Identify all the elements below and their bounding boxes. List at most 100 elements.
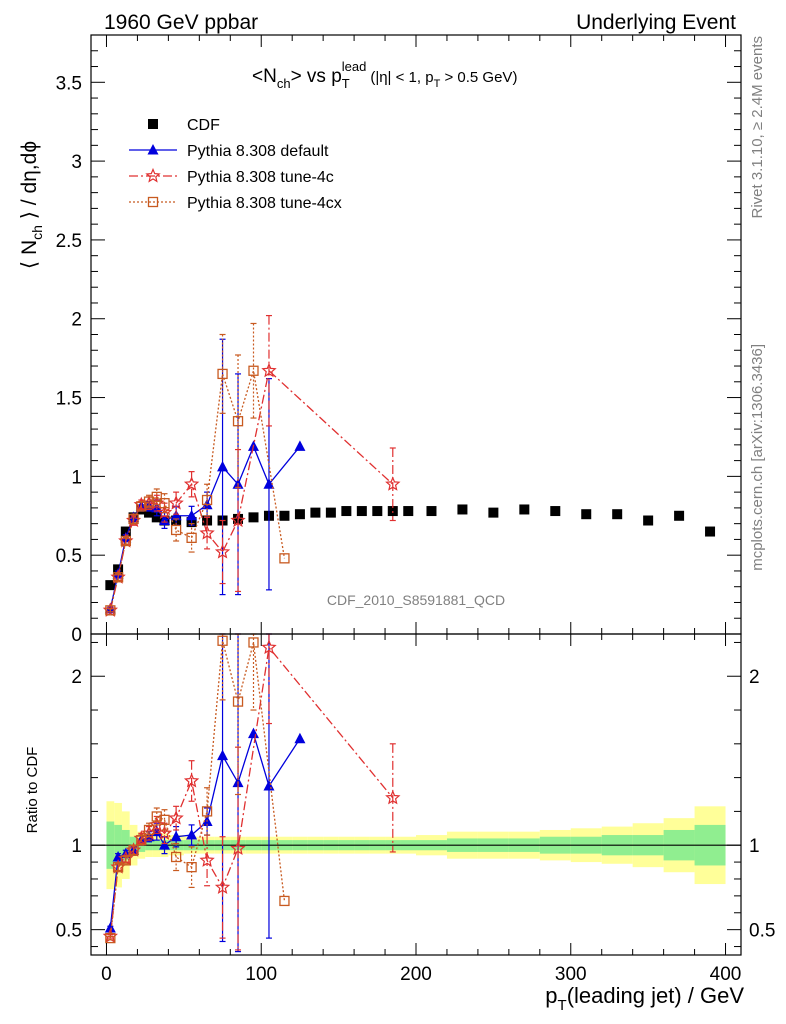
header-left: 1960 GeV ppbar xyxy=(104,11,258,34)
ratio-y-tick-label: 1 xyxy=(71,836,82,857)
mc-line-tune4c xyxy=(109,369,394,611)
ratio-point-default xyxy=(104,921,116,933)
ratio-point-tune4c xyxy=(214,879,231,895)
legend-marker-tune4c xyxy=(145,167,161,183)
mc-point-tune4cx xyxy=(232,416,244,427)
ratio-y-tick-label: 2 xyxy=(71,667,82,688)
cdf-point xyxy=(325,507,336,518)
cdf-point xyxy=(105,580,116,591)
legend-label: Pythia 8.308 default xyxy=(187,143,329,160)
y-tick-label: 3.5 xyxy=(56,73,82,94)
ratio-point-default xyxy=(263,780,275,791)
y-tick-label: 0.5 xyxy=(56,546,82,567)
mc-point-tune4cx xyxy=(186,532,197,543)
mc-point-default xyxy=(217,460,229,472)
y-tick-label: 1 xyxy=(71,467,82,488)
ratio-plot-panel: 0 100 200 300 400 0.5 0.5 1 1 2 2 xyxy=(56,633,775,985)
analysis-watermark: CDF_2010_S8591881_QCD xyxy=(327,592,505,608)
ratio-point-default xyxy=(159,839,171,850)
x-tick-label: 300 xyxy=(555,964,587,985)
x-tick-label: 0 xyxy=(101,964,112,985)
ratio-point-default xyxy=(294,732,306,744)
ratio-point-tune4c xyxy=(183,772,200,788)
ratio-point-tune4cx xyxy=(186,861,197,873)
ratio-point-tune4cx xyxy=(217,635,228,646)
cdf-point xyxy=(457,504,468,515)
cdf-point xyxy=(341,506,352,517)
mc-point-tune4cx xyxy=(120,535,131,547)
cdf-point xyxy=(144,507,155,518)
ratio-point-tune4c xyxy=(230,840,246,856)
ratio-point-tune4c xyxy=(168,810,184,825)
ratio-point-default xyxy=(217,749,229,761)
ratio-y-tick-label-right: 1 xyxy=(749,836,760,857)
ratio-line-default xyxy=(109,731,301,929)
rivet-label: Rivet 3.1.10, ≥ 2.4M events xyxy=(749,36,766,219)
cdf-point xyxy=(550,506,561,517)
main-plot-axes: 0 0.5 1 1.5 2 2.5 3 3.5 xyxy=(56,34,741,646)
ratio-y-axis-label: Ratio to CDF xyxy=(24,747,41,834)
cdf-point xyxy=(294,509,305,520)
ratio-point-tune4cx xyxy=(159,814,170,825)
mc-point-tune4c xyxy=(156,504,173,520)
mc-point-tune4cx xyxy=(159,498,170,509)
x-axis-label: pT(leading jet) / GeV xyxy=(545,983,744,1014)
header-right: Underlying Event xyxy=(576,11,736,34)
ratio-point-default xyxy=(186,829,198,840)
cdf-point xyxy=(426,506,437,517)
ratio-y-tick-label-right: 0.5 xyxy=(749,921,775,942)
ratio-point-tune4cx xyxy=(279,895,290,907)
ratio-point-tune4cx xyxy=(248,637,259,648)
plot-title: <Nch> vs pTlead(|η| < 1, pT > 0.5 GeV) xyxy=(252,59,517,91)
mc-point-default xyxy=(263,478,275,489)
y-tick-label: 1.5 xyxy=(56,389,82,410)
cdf-point xyxy=(674,510,685,521)
ratio-point-tune4c xyxy=(156,825,173,840)
mc-line-tune4cx xyxy=(109,370,286,611)
ratio-point-default xyxy=(170,830,182,842)
mcplots-label: mcplots.cern.ch [arXiv:1306.3436] xyxy=(749,344,766,571)
cdf-point xyxy=(279,510,290,521)
mc-point-tune4cx xyxy=(248,365,259,376)
cdf-point xyxy=(643,515,654,526)
legend-marker-cdf xyxy=(148,119,158,129)
cdf-point xyxy=(120,526,131,537)
ratio-plot-frame xyxy=(90,633,742,956)
mc-point-tune4cx xyxy=(279,553,290,564)
mc-point-tune4c xyxy=(385,476,401,491)
ratio-y-tick-label-right: 2 xyxy=(749,667,760,688)
cdf-point xyxy=(248,512,259,523)
ratio-point-tune4cx xyxy=(201,806,213,817)
mc-point-tune4cx xyxy=(105,605,116,616)
x-tick-label: 100 xyxy=(245,964,277,985)
ratio-point-tune4cx xyxy=(112,861,124,873)
cdf-point xyxy=(403,506,414,517)
ratio-point-tune4cx xyxy=(105,932,116,944)
ratio-line-tune4c xyxy=(109,645,394,937)
ratio-point-tune4cx xyxy=(128,845,139,856)
ratio-plot-marks xyxy=(102,633,401,953)
mc-point-tune4c xyxy=(261,362,277,378)
legend-label: Pythia 8.308 tune-4cx xyxy=(187,195,342,212)
mc-point-tune4cx xyxy=(128,513,139,525)
main-plot-marks xyxy=(102,314,716,617)
mc-point-tune4c xyxy=(199,525,215,540)
y-axis-label: ⟨ Nch ⟩ / dη,dϕ xyxy=(18,141,45,269)
ratio-point-tune4cx xyxy=(232,696,244,707)
cdf-point xyxy=(705,526,716,537)
y-tick-label: 3 xyxy=(71,152,82,173)
y-tick-label: 0 xyxy=(71,625,82,646)
mc-point-tune4c xyxy=(230,512,246,528)
mc-point-default xyxy=(151,501,163,513)
ratio-point-tune4c xyxy=(261,639,277,655)
ratio-point-default xyxy=(248,727,259,739)
mc-point-tune4cx xyxy=(170,524,182,536)
cdf-point xyxy=(519,504,530,515)
mc-point-tune4cx xyxy=(217,368,228,380)
mc-point-tune4cx xyxy=(151,491,162,503)
mc-point-tune4c xyxy=(214,543,231,559)
ratio-plot-axes: 0 100 200 300 400 0.5 0.5 1 1 2 2 xyxy=(56,634,775,985)
ratio-point-tune4c xyxy=(149,816,165,832)
legend-marker-default xyxy=(147,144,159,155)
ratio-point-tune4c xyxy=(199,852,215,867)
